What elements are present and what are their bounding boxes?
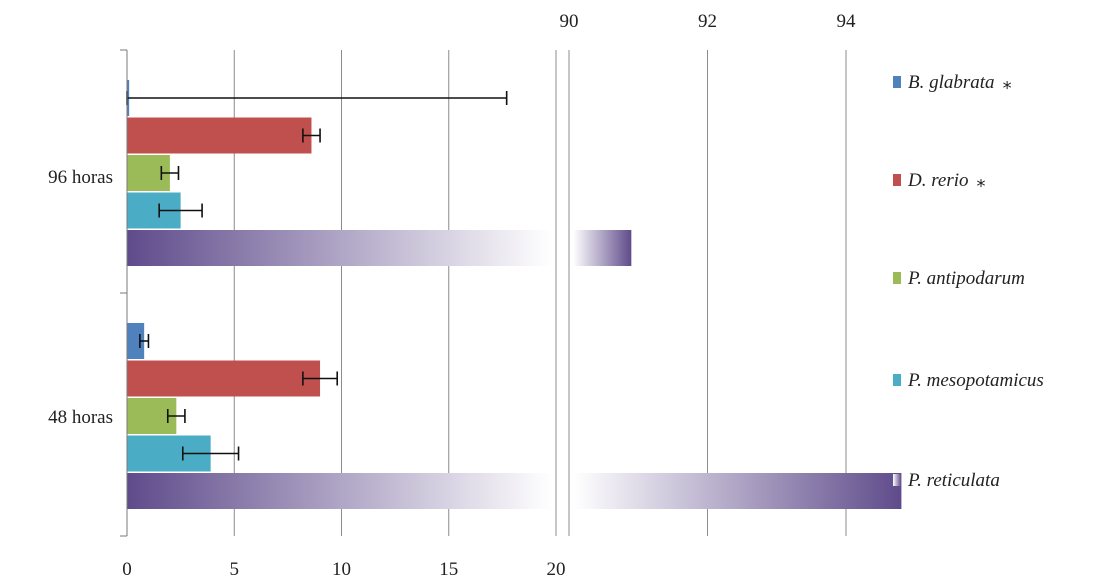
legend-label-p-mesopotamicus: P. mesopotamicus bbox=[907, 370, 1044, 391]
legend-swatch-d-rerio bbox=[893, 174, 901, 186]
x-tick-label-20: 20 bbox=[547, 559, 566, 580]
axes bbox=[120, 49, 128, 537]
x-tick-label-15: 15 bbox=[439, 559, 458, 580]
legend-label-b-glabrata: B. glabrata bbox=[908, 72, 995, 93]
legend-label-p-reticulata: P. reticulata bbox=[907, 470, 1000, 491]
category-labels: 96 horas 48 horas bbox=[48, 167, 113, 428]
legend-item-d-rerio: D. rerio * bbox=[893, 170, 986, 197]
bars bbox=[127, 80, 902, 509]
bar-p-reticulata-48-horas-lower bbox=[127, 473, 552, 509]
error-bar-d-rerio-48-horas bbox=[302, 371, 339, 386]
legend-swatch-b-glabrata bbox=[893, 76, 901, 88]
bar-p-reticulata-96-horas-lower bbox=[127, 230, 552, 266]
legend-label-d-rerio: D. rerio bbox=[907, 170, 969, 191]
legend-marker-d-rerio: * bbox=[977, 176, 986, 197]
legend-label-p-antipodarum: P. antipodarum bbox=[907, 268, 1025, 289]
legend: B. glabrata * D. rerio * P. antipodarum P. me… bbox=[893, 72, 1044, 491]
bar-p-reticulata-48-horas-upper bbox=[573, 473, 902, 509]
error-bar-b-glabrata-96-horas bbox=[126, 91, 508, 105]
error-bar-p-mesopotamicus-48-horas bbox=[181, 446, 240, 461]
error-bar-d-rerio-96-horas bbox=[302, 128, 321, 143]
x-tick-label-94: 94 bbox=[837, 11, 857, 32]
x-tick-label-10: 10 bbox=[332, 559, 351, 580]
x-tick-label-92: 92 bbox=[698, 11, 717, 32]
legend-swatch-p-reticulata bbox=[893, 474, 901, 486]
legend-item-p-mesopotamicus: P. mesopotamicus bbox=[893, 370, 1044, 391]
legend-item-p-antipodarum: P. antipodarum bbox=[893, 268, 1025, 289]
error-bar-p-antipodarum-48-horas bbox=[166, 409, 186, 423]
category-label-48-horas: 48 horas bbox=[48, 407, 113, 428]
legend-swatch-p-mesopotamicus bbox=[893, 374, 901, 386]
grid-lines bbox=[233, 50, 847, 536]
x-tick-label-90: 90 bbox=[560, 11, 579, 32]
x-tick-label-0: 0 bbox=[122, 559, 132, 580]
error-bar-p-mesopotamicus-96-horas bbox=[158, 203, 203, 218]
bar-d-rerio-48-horas bbox=[127, 360, 321, 397]
error-bar-b-glabrata-48-horas bbox=[139, 334, 150, 348]
legend-item-b-glabrata: B. glabrata * bbox=[893, 72, 1012, 99]
bar-b-glabrata-48-horas bbox=[127, 323, 145, 359]
legend-marker-b-glabrata: * bbox=[1003, 78, 1012, 99]
bar-d-rerio-96-horas bbox=[127, 117, 312, 154]
x-tick-label-5: 5 bbox=[230, 559, 240, 580]
legend-item-p-reticulata: P. reticulata bbox=[893, 470, 1000, 491]
tick-labels: 0 5 10 15 20 90 92 94 bbox=[122, 11, 856, 580]
bar-p-reticulata-96-horas-upper bbox=[573, 230, 632, 266]
error-bar-p-antipodarum-96-horas bbox=[160, 166, 180, 180]
category-label-96-horas: 96 horas bbox=[48, 167, 113, 188]
legend-swatch-p-antipodarum bbox=[893, 272, 901, 284]
